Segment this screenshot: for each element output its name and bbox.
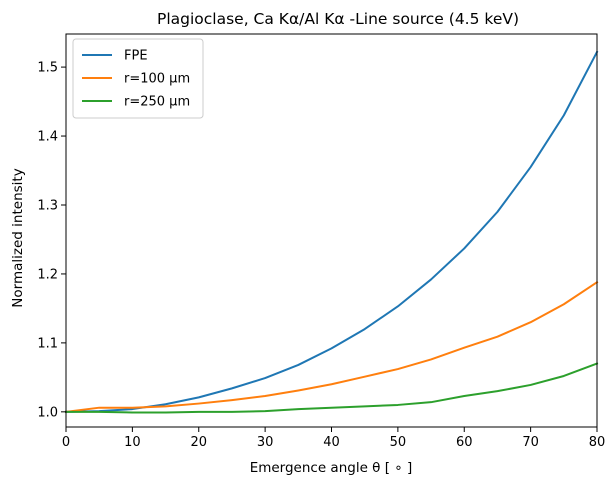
x-tick-label: 60 xyxy=(456,435,473,450)
x-tick-label: 20 xyxy=(190,435,207,450)
plot-series xyxy=(64,50,599,414)
x-tick-label: 30 xyxy=(257,435,274,450)
series-line-3 xyxy=(65,362,599,414)
x-tick-label: 40 xyxy=(323,435,340,450)
x-tick-label: 0 xyxy=(62,435,70,450)
y-tick-label: 1.1 xyxy=(37,336,58,351)
legend-label: FPE xyxy=(124,49,148,64)
chart-title: Plagioclase, Ca Kα/Al Kα -Line source (4… xyxy=(157,10,519,28)
x-tick-label: 10 xyxy=(124,435,141,450)
legend-label: r=100 µm xyxy=(124,72,190,87)
legend-box xyxy=(72,38,204,119)
x-tick-label: 50 xyxy=(390,435,407,450)
y-tick-label: 1.4 xyxy=(37,130,58,145)
y-axis: 1.0 1.1 1.2 1.3 1.4 1.5 xyxy=(37,61,66,420)
x-axis: 0 10 20 30 40 50 60 70 80 xyxy=(62,427,605,450)
legend: FPE r=100 µm r=250 µm xyxy=(72,38,204,119)
y-tick-label: 1.2 xyxy=(37,267,58,282)
x-tick-label: 70 xyxy=(522,435,539,450)
y-tick-label: 1.3 xyxy=(37,198,58,213)
legend-label: r=250 µm xyxy=(124,95,190,110)
x-axis-label: Emergence angle θ [ ∘ ] xyxy=(250,460,413,476)
x-tick-label: 80 xyxy=(589,435,606,450)
y-tick-label: 1.0 xyxy=(37,405,58,420)
series-line-2 xyxy=(64,280,599,413)
y-axis-label: Normalized intensity xyxy=(10,168,26,307)
y-tick-label: 1.5 xyxy=(37,61,58,76)
